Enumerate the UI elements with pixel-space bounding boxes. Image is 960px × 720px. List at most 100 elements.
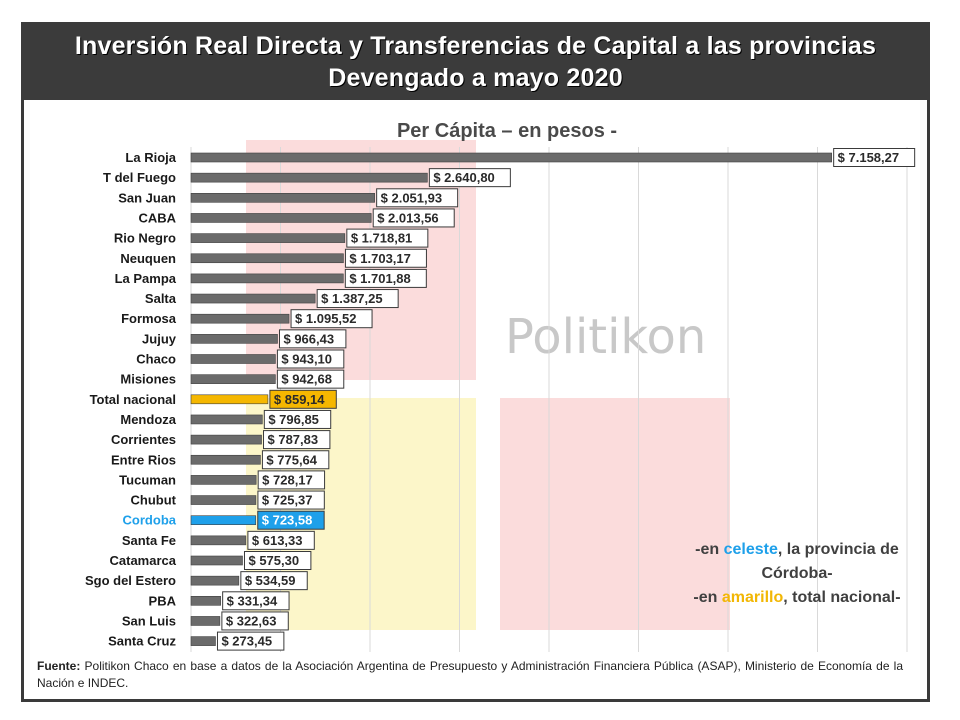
data-label-box — [257, 490, 325, 510]
category-label: Entre Rios — [111, 452, 176, 467]
category-label: Mendoza — [120, 412, 176, 427]
note-prefix-2: -en — [693, 589, 722, 606]
data-label: $ 322,63 — [226, 613, 277, 628]
category-label: Tucuman — [119, 472, 176, 487]
bar — [190, 233, 346, 243]
bar — [190, 454, 261, 465]
bar — [190, 616, 221, 626]
data-label: $ 613,33 — [252, 533, 303, 548]
bar — [190, 575, 240, 586]
watermark-text: Politikon — [505, 309, 706, 365]
category-label: Salta — [145, 291, 177, 306]
category-label: Santa Cruz — [108, 634, 176, 649]
category-label: Corrientes — [111, 432, 176, 447]
page-subtitle: Devengado a mayo 2020 — [328, 64, 623, 92]
data-label: $ 7.158,27 — [838, 150, 899, 165]
data-label-box — [276, 349, 345, 369]
category-label: Neuquen — [120, 251, 176, 266]
gridlines — [190, 147, 908, 652]
note-text-1: , la provincia de Córdoba- — [761, 541, 899, 582]
data-label-box — [276, 369, 345, 389]
data-label-box — [346, 228, 429, 248]
data-label-box — [263, 409, 332, 429]
data-label: $ 2.051,93 — [381, 190, 442, 205]
data-label: $ 723,58 — [262, 513, 313, 528]
data-label: $ 942,68 — [281, 372, 332, 387]
category-label: La Pampa — [115, 271, 177, 286]
source-label: Fuente: — [37, 659, 81, 673]
data-label: $ 534,59 — [245, 573, 296, 588]
data-label: $ 728,17 — [262, 472, 313, 487]
header-banner: Inversión Real Directa y Transferencias … — [21, 22, 930, 100]
bar — [190, 636, 216, 646]
data-label-box — [290, 309, 373, 329]
data-label: $ 1.095,52 — [295, 311, 356, 326]
bar — [190, 313, 290, 324]
bar — [190, 213, 372, 223]
chart-title: Per Cápita – en pesos - — [397, 120, 617, 142]
legend-note: -en celeste, la provincia de Córdoba- -e… — [672, 538, 922, 610]
category-label: San Luis — [122, 613, 176, 628]
category-label: T del Fuego — [103, 170, 176, 185]
bar — [190, 172, 428, 183]
data-label: $ 725,37 — [262, 493, 313, 508]
category-label: Chubut — [131, 493, 177, 508]
data-label: $ 2.640,80 — [433, 170, 494, 185]
bar — [190, 152, 832, 163]
bar — [190, 495, 257, 505]
category-label: La Rioja — [125, 150, 176, 165]
data-label: $ 796,85 — [268, 412, 319, 427]
category-label: Catamarca — [110, 553, 177, 568]
bar — [190, 273, 344, 284]
page-title: Inversión Real Directa y Transferencias … — [74, 32, 877, 60]
data-label: $ 575,30 — [248, 553, 299, 568]
bar — [190, 535, 247, 546]
category-label: Total nacional — [90, 392, 176, 407]
bar — [190, 475, 257, 485]
data-label: $ 943,10 — [281, 352, 332, 367]
data-label: $ 273,45 — [221, 634, 272, 649]
category-label: Chaco — [136, 352, 176, 367]
data-label-box — [243, 551, 312, 570]
data-label-box — [263, 430, 331, 450]
note-amarillo: amarillo — [721, 589, 784, 606]
category-label: San Juan — [118, 190, 176, 205]
data-label: $ 331,34 — [227, 593, 278, 608]
data-label-box — [240, 571, 308, 591]
category-label: Sgo del Estero — [85, 573, 176, 588]
data-label-box — [316, 289, 399, 309]
bar — [190, 595, 221, 606]
data-label: $ 787,83 — [268, 432, 319, 447]
data-label-box — [216, 631, 285, 651]
bar — [190, 253, 344, 264]
data-label-box — [269, 389, 337, 409]
data-label-box — [261, 450, 330, 470]
note-celeste: celeste — [723, 541, 778, 558]
note-prefix-1: -en — [695, 541, 724, 558]
bar — [190, 193, 375, 203]
data-label-box — [257, 510, 325, 530]
data-label: $ 1.703,17 — [349, 251, 410, 266]
data-label-box — [247, 530, 315, 550]
data-label-box — [257, 470, 326, 490]
data-label-box — [428, 168, 511, 188]
source-note: Fuente: Politikon Chaco en base a datos … — [37, 658, 903, 692]
bar — [190, 334, 278, 344]
category-label: Jujuy — [142, 331, 177, 346]
data-label-box — [833, 148, 916, 167]
data-label: $ 2.013,56 — [377, 210, 438, 225]
bars-group: La Rioja $ 7.158,27 T del Fuego $ 2.640,80 S… — [85, 148, 916, 651]
data-label: $ 775,64 — [266, 452, 317, 467]
data-label: $ 1.718,81 — [351, 231, 412, 246]
bar — [190, 515, 257, 526]
bar — [190, 394, 269, 405]
category-label: PBA — [149, 593, 177, 608]
bar — [190, 354, 276, 364]
data-label: $ 859,14 — [274, 392, 325, 407]
data-label-box — [376, 188, 459, 208]
data-label: $ 966,43 — [283, 331, 334, 346]
data-label: $ 1.387,25 — [321, 291, 382, 306]
bar — [190, 434, 262, 445]
category-label: Formosa — [121, 311, 177, 326]
